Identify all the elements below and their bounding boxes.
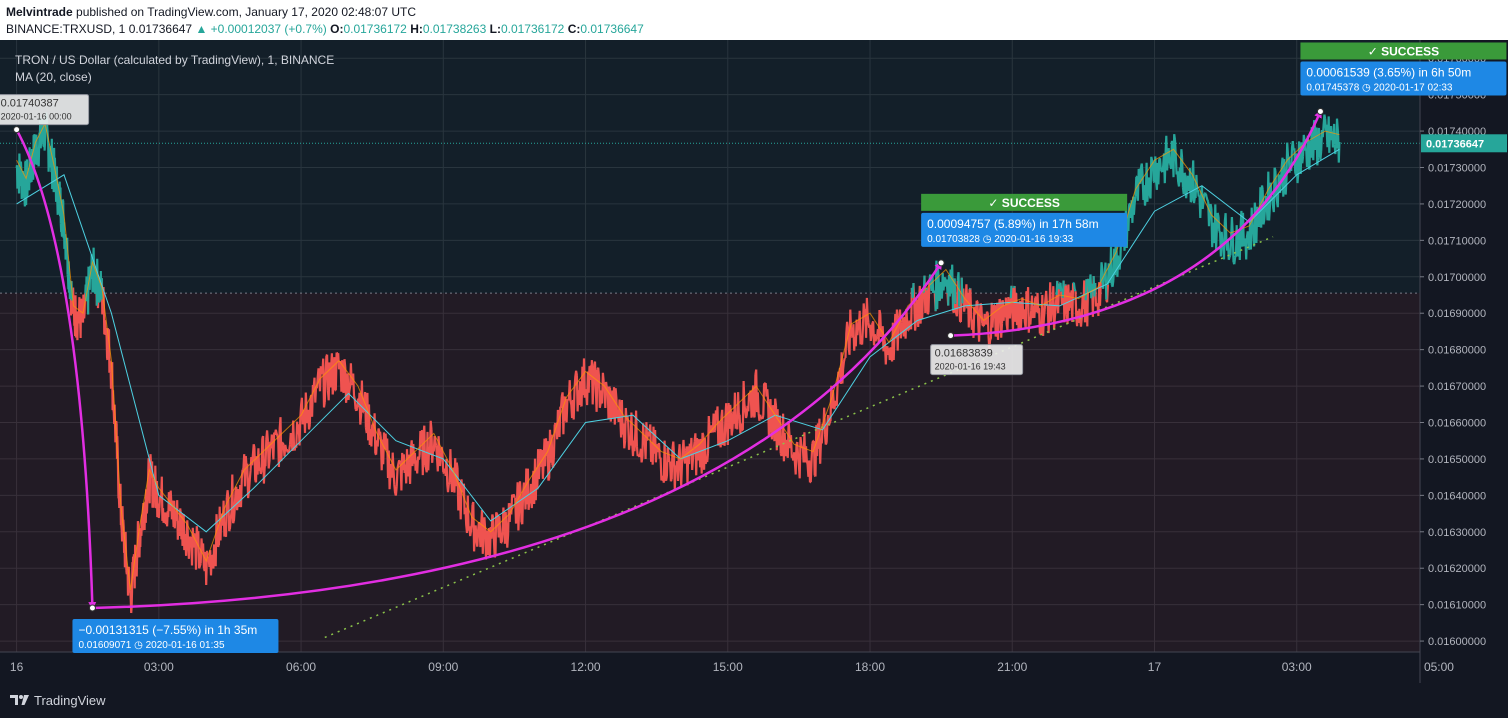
high-label: H: [410, 22, 423, 36]
measure-text: −0.00131315 (−7.55%) in 1h 35m [78, 623, 257, 637]
plot-area [0, 40, 1420, 652]
price-change: ▲ +0.00012037 (+0.7%) [195, 22, 327, 36]
time-axis: 16 03:00 06:00 09:00 12:00 15:00 18:00 21:00 17 0… [0, 651, 1454, 674]
measure-text: 0.00061539 (3.65%) in 6h 50m [1306, 65, 1471, 79]
trend-arrow-2 [92, 261, 943, 610]
measure-box [921, 212, 1128, 247]
measure-box [72, 619, 279, 654]
y-tick-label: 0.01600000 [1428, 636, 1486, 648]
success-label: ✓ SUCCESS [1368, 44, 1439, 58]
measure-box [1300, 61, 1507, 96]
publish-header: Melvintrade published on TradingView.com… [0, 0, 1508, 40]
measure-point [88, 604, 96, 612]
y-tick-label: 0.01720000 [1428, 199, 1486, 211]
x-tick-label: 16 [10, 660, 24, 674]
price-point [947, 332, 955, 340]
x-tick-label: 21:00 [997, 660, 1027, 674]
x-tick-label: 12:00 [571, 660, 601, 674]
ohlc-line: BINANCE:TRXUSD, 1 0.01736647 ▲ +0.000120… [6, 22, 644, 36]
publish-line: Melvintrade published on TradingView.com… [6, 5, 416, 19]
tradingview-logo-icon[interactable] [10, 693, 30, 707]
tradingview-brand[interactable]: TradingView [34, 693, 106, 708]
x-tick-label: 18:00 [855, 660, 885, 674]
close-label: C: [567, 22, 581, 36]
symbol-label: BINANCE:TRXUSD, 1 [6, 22, 126, 36]
y-tick-label: 0.01630000 [1428, 527, 1486, 539]
y-tick-label: 0.01650000 [1428, 454, 1486, 466]
open-label: O: [330, 22, 344, 36]
measure-price: 0.01745378 ◷ 2020-01-17 02:33 [1306, 82, 1453, 93]
price-label-box [0, 94, 90, 126]
y-tick-label: 0.01660000 [1428, 418, 1486, 430]
high-value: 0.01738263 [422, 22, 487, 36]
measure-point [1316, 107, 1324, 115]
price-label: 0.01683839 2020-01-16 19:43 [930, 332, 1024, 376]
author-name[interactable]: Melvintrade [6, 5, 73, 19]
success-badge [1300, 42, 1507, 60]
price-axis: 0.017600000.017500000.017400000.01730000… [1419, 40, 1508, 683]
success-badge [921, 193, 1128, 211]
price-label-value: 0.01740387 [1, 98, 59, 110]
measure-price: 0.01703828 ◷ 2020-01-16 19:33 [927, 234, 1074, 245]
x-tick-label: 06:00 [286, 660, 316, 674]
y-tick-label: 0.01730000 [1428, 163, 1486, 175]
measure-tooltip: ✓ SUCCESS 0.00094757 (5.89%) in 17h 58m 0.… [921, 193, 1128, 267]
ma-line-fast [16, 122, 1340, 591]
trend-arrow-3 [950, 109, 1322, 337]
price-label-date: 2020-01-16 00:00 [1, 112, 72, 122]
open-value: 0.01736172 [343, 22, 407, 36]
above-zone [0, 40, 1420, 294]
chart-title: TRON / US Dollar (calculated by TradingV… [15, 53, 334, 67]
y-tick-label: 0.01700000 [1428, 272, 1486, 284]
price-point [13, 126, 21, 134]
y-tick-label: 0.01640000 [1428, 490, 1486, 502]
y-tick-label: 0.01670000 [1428, 381, 1486, 393]
y-tick-label: 0.01610000 [1428, 600, 1486, 612]
success-label: ✓ SUCCESS [988, 196, 1059, 210]
y-tick-label: 0.01710000 [1428, 235, 1486, 247]
price-label-date: 2020-01-16 19:43 [935, 362, 1006, 372]
trend-arrow-1 [15, 129, 97, 611]
x-tick-label: 05:00 [1424, 660, 1454, 674]
footer-bar: TradingView [0, 683, 1508, 718]
measure-price: 0.01609071 ◷ 2020-01-16 01:35 [78, 640, 225, 651]
y-tick-label: 0.01690000 [1428, 308, 1486, 320]
measure-tooltip: ✓ SUCCESS 0.00061539 (3.65%) in 6h 50m 0.0… [1300, 42, 1507, 115]
x-tick-label: 03:00 [144, 660, 174, 674]
price-label-box [930, 344, 1024, 376]
low-value: 0.01736172 [500, 22, 565, 36]
last-price-label: 0.01736647 [1426, 138, 1484, 150]
price-chart[interactable]: TRON / US Dollar (calculated by TradingV… [0, 0, 1508, 683]
x-tick-label: 17 [1148, 660, 1162, 674]
ma-legend: MA (20, close) [15, 70, 92, 84]
measure-text: 0.00094757 (5.89%) in 17h 58m [927, 217, 1098, 231]
last-price-badge [1421, 134, 1507, 153]
publish-info: published on TradingView.com, January 17… [76, 5, 417, 19]
x-tick-label: 09:00 [428, 660, 458, 674]
x-tick-label: 03:00 [1282, 660, 1312, 674]
price-label-value: 0.01683839 [935, 348, 993, 360]
price-line-down [69, 275, 1109, 614]
price-label: 0.01740387 2020-01-16 00:00 [0, 94, 90, 134]
x-tick-label: 15:00 [713, 660, 743, 674]
low-label: L: [489, 22, 501, 36]
measure-point [937, 259, 945, 267]
last-price: 0.01736647 [128, 22, 193, 36]
y-tick-label: 0.01680000 [1428, 345, 1486, 357]
measure-tooltip: −0.00131315 (−7.55%) in 1h 35m 0.01609071… [72, 604, 279, 654]
close-value: 0.01736647 [580, 22, 644, 36]
y-tick-label: 0.01620000 [1428, 563, 1486, 575]
